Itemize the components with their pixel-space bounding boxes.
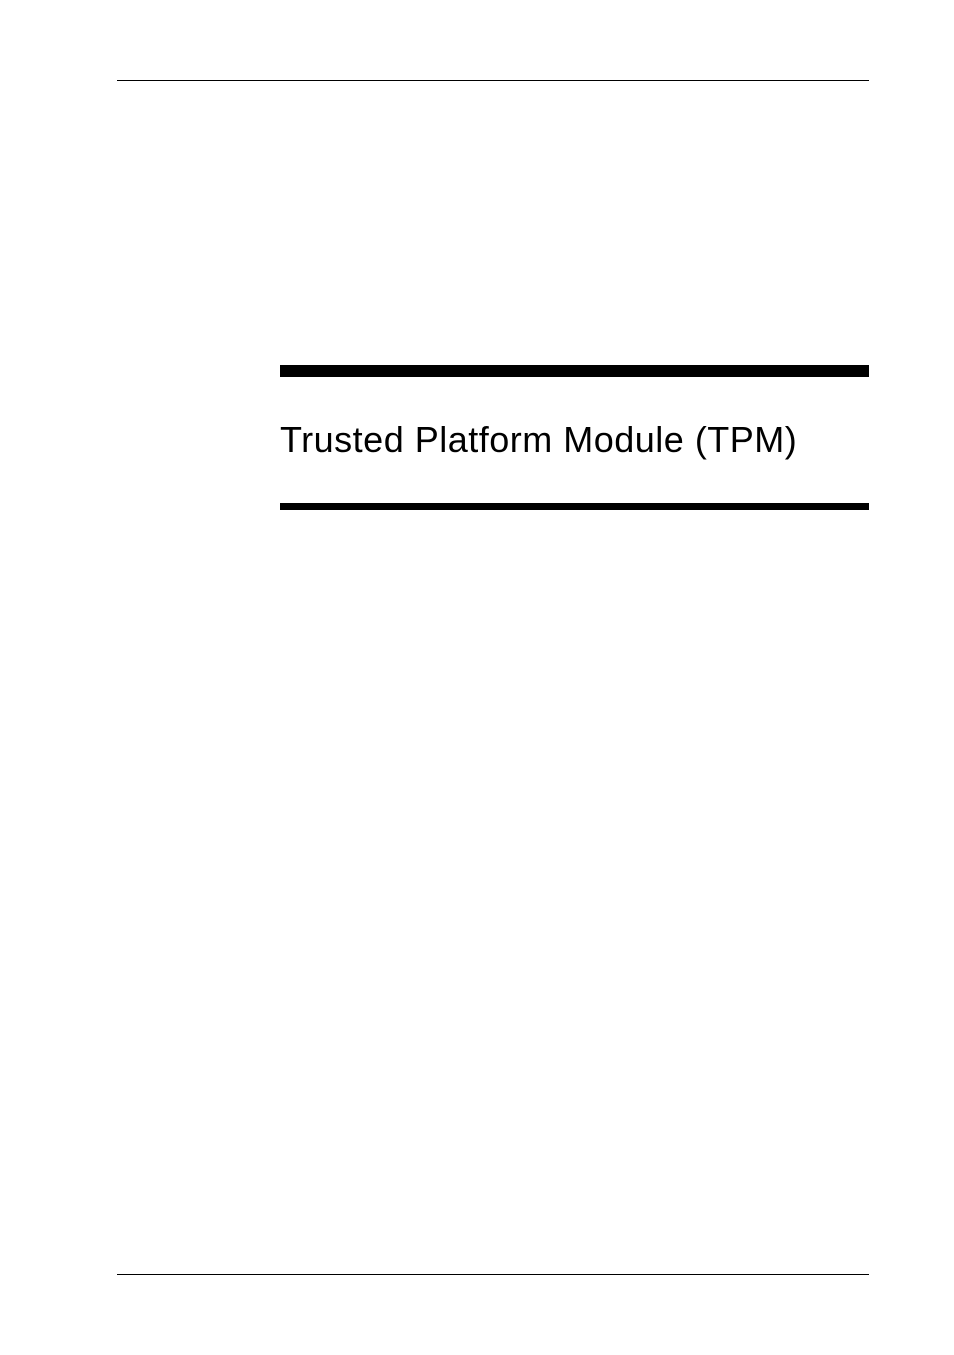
title-top-bar bbox=[280, 365, 869, 377]
content-block: Trusted Platform Module (TPM) bbox=[280, 365, 869, 510]
section-title: Trusted Platform Module (TPM) bbox=[280, 419, 869, 461]
title-bottom-bar bbox=[280, 503, 869, 510]
bottom-horizontal-rule bbox=[117, 1274, 869, 1275]
page-container: Trusted Platform Module (TPM) bbox=[0, 0, 954, 1355]
top-horizontal-rule bbox=[117, 80, 869, 81]
